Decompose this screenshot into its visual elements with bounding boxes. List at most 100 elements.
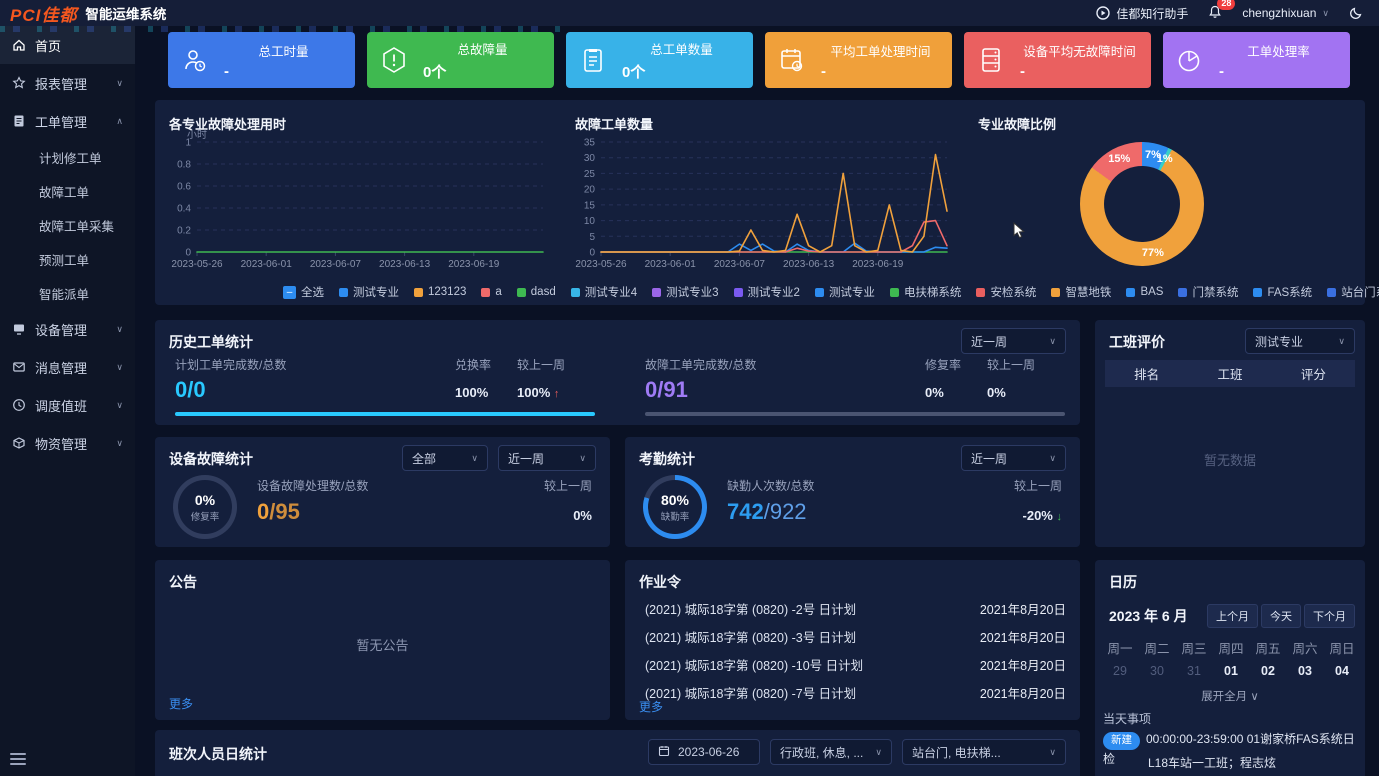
legend-item[interactable]: 测试专业4 — [570, 284, 637, 300]
calendar-clock-icon — [777, 45, 809, 75]
plan-workorder-stats: 计划工单完成数/总数 0/0 兑换率 100% 较上一周 100% ↑ — [175, 356, 595, 416]
stat-card-process-rate: 工单处理率 - — [1163, 32, 1350, 88]
day-cell[interactable]: 03 — [1298, 664, 1312, 678]
column-rank: 排名 — [1134, 368, 1160, 382]
calendar-icon — [658, 745, 672, 759]
legend-item[interactable]: a — [481, 286, 502, 298]
range-select[interactable]: 近一周 ∨ — [961, 445, 1066, 471]
user-menu[interactable]: chengzhixuan ∨ — [1242, 6, 1329, 20]
more-link[interactable]: 更多 — [169, 697, 194, 711]
stat-value: - — [1219, 62, 1224, 80]
legend-item[interactable]: 123123 — [414, 286, 466, 298]
event-text: 00:00:00-23:59:00 01谢家桥FAS系统日检 — [1103, 732, 1355, 766]
day-cell[interactable]: 31 — [1187, 664, 1201, 678]
sidebar-item-materials[interactable]: 物资管理 ∨ — [0, 424, 135, 462]
sidebar-item-predict-workorder[interactable]: 预测工单 — [39, 253, 90, 268]
specialty-select[interactable]: 测试专业 ∨ — [1245, 328, 1355, 354]
system-select[interactable]: 站台门, 电扶梯... ∨ — [902, 739, 1066, 765]
next-month-button[interactable]: 下个月 — [1304, 604, 1355, 628]
legend-dot — [1253, 287, 1263, 297]
range-select[interactable]: 近一周 ∨ — [961, 328, 1066, 354]
shift-type-select[interactable]: 行政班, 休息, ... ∨ — [770, 739, 892, 765]
report-icon — [12, 76, 26, 90]
wow-value: 100% ↑ — [517, 385, 560, 400]
list-item[interactable]: (2021) 城际18字第 (0820) -10号 日计划 2021年8月20日 — [645, 658, 1066, 673]
legend-item[interactable]: 站台门系统 — [1327, 284, 1379, 300]
expand-month-button[interactable]: 展开全月 ∨ — [1201, 691, 1259, 703]
chevron-down-icon: ∨ — [1322, 7, 1329, 18]
legend-item[interactable]: BAS — [1126, 286, 1163, 298]
legend-item[interactable]: 电扶梯系统 — [889, 284, 961, 300]
today-button[interactable]: 今天 — [1261, 604, 1301, 628]
rate-value: 0% — [925, 385, 944, 400]
day-cell[interactable]: 29 — [1113, 664, 1127, 678]
range-select[interactable]: 近一周 ∨ — [498, 445, 596, 471]
legend-item[interactable]: 测试专业 — [814, 284, 875, 300]
notifications-button[interactable]: 28 — [1208, 0, 1236, 22]
stat-label: 工单处理率 — [1247, 44, 1310, 59]
date-picker[interactable]: 2023-06-26 — [648, 739, 760, 765]
more-link[interactable]: 更多 — [639, 700, 664, 714]
day-cell[interactable]: 04 — [1335, 664, 1349, 678]
column-shift: 工班 — [1217, 368, 1243, 382]
sidebar-item-fault-workorder[interactable]: 故障工单 — [39, 185, 90, 200]
sidebar-item-messages[interactable]: 消息管理 ∨ — [0, 348, 135, 386]
sidebar-item-plan-workorder[interactable]: 计划修工单 — [39, 151, 102, 166]
chart-title-fault-count: 故障工单数量 — [575, 117, 654, 132]
panel-title: 公告 — [169, 574, 197, 590]
legend-item[interactable]: 安检系统 — [976, 284, 1036, 300]
day-cell[interactable]: 30 — [1150, 664, 1164, 678]
stat-card-mtbf: 设备平均无故障时间 - — [964, 32, 1151, 88]
list-item[interactable]: (2021) 城际18字第 (0820) -2号 日计划 2021年8月20日 — [645, 602, 1066, 617]
app-logo: PCI佳都 智能运维系统 — [10, 1, 166, 26]
device-fault-stat: 设备故障处理数/总数 0/95 — [257, 479, 369, 524]
chevron-down-icon: ∨ — [1049, 746, 1056, 757]
legend-item[interactable]: 测试专业2 — [733, 284, 800, 300]
list-item[interactable]: (2021) 城际18字第 (0820) -7号 日计划 2021年8月20日 — [645, 686, 1066, 701]
chevron-down-icon: ∨ — [875, 746, 882, 757]
calendar-days-row: 29 30 31 01 02 03 04 — [1107, 664, 1355, 678]
sidebar-item-reports[interactable]: 报表管理 ∨ — [0, 64, 135, 102]
message-icon — [12, 360, 26, 374]
mouse-cursor — [1013, 222, 1025, 239]
wow-value: 0% — [987, 385, 1006, 400]
sidebar-item-fault-collect[interactable]: 故障工单采集 — [39, 219, 115, 234]
legend-item[interactable]: dasd — [516, 286, 556, 298]
legend-select-all[interactable]: – 全选 — [283, 284, 324, 300]
y-tick-label: 5 — [589, 232, 595, 243]
sidebar-item-smart-dispatch[interactable]: 智能派单 — [39, 287, 90, 302]
sidebar-item-dispatch-duty[interactable]: 调度值班 ∨ — [0, 386, 135, 424]
legend-item[interactable]: 智慧地铁 — [1051, 284, 1111, 300]
y-tick-label: 25 — [584, 169, 596, 180]
wow-block: 较上一周 -20% ↓ — [1013, 479, 1062, 523]
list-item[interactable]: (2021) 城际18字第 (0820) -3号 日计划 2021年8月20日 — [645, 630, 1066, 645]
sidebar-item-home[interactable]: 首页 — [0, 26, 135, 64]
device-filter-select[interactable]: 全部 ∨ — [402, 445, 488, 471]
legend-item[interactable]: 测试专业 — [339, 284, 399, 300]
sidebar-item-devices[interactable]: 设备管理 ∨ — [0, 310, 135, 348]
legend-item[interactable]: 门禁系统 — [1178, 284, 1238, 300]
legend-item[interactable]: FAS系统 — [1253, 284, 1312, 300]
sidebar-collapse-button[interactable] — [10, 750, 26, 768]
sidebar-item-workorders[interactable]: 工单管理 ∧ — [0, 102, 135, 140]
y-tick-label: 1 — [185, 138, 191, 149]
calendar-month: 2023 年 6 月 — [1109, 608, 1188, 624]
x-tick-label: 2023-06-01 — [645, 259, 697, 270]
worker-clock-icon — [180, 45, 212, 75]
empty-state: 暂无公告 — [356, 638, 409, 653]
clipboard-icon — [578, 45, 610, 75]
calendar-event[interactable]: 新建 00:00:00-23:59:00 01谢家桥FAS系统日检 — [1103, 730, 1359, 768]
panel-title: 作业令 — [639, 574, 681, 590]
day-cell[interactable]: 01 — [1224, 664, 1238, 678]
donut-hole — [1104, 166, 1180, 242]
day-cell[interactable]: 02 — [1261, 664, 1275, 678]
legend-item[interactable]: 测试专业3 — [652, 284, 719, 300]
sidebar-item-label: 消息管理 — [35, 360, 88, 376]
chevron-down-icon: ∨ — [116, 437, 123, 448]
dark-mode-toggle[interactable] — [1349, 6, 1363, 20]
assistant-button[interactable]: 佳都知行助手 — [1096, 5, 1188, 22]
legend-dot — [414, 287, 423, 297]
rate-value: 100% — [455, 385, 489, 400]
prev-month-button[interactable]: 上个月 — [1207, 604, 1258, 628]
checkbox-icon[interactable]: – — [283, 285, 296, 299]
